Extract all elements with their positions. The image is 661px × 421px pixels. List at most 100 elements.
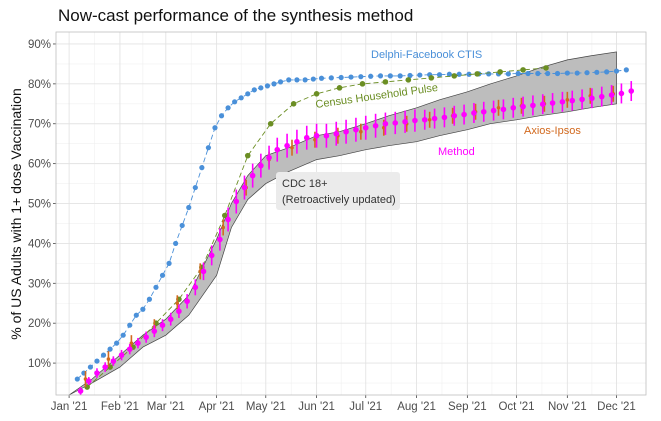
axios-point [221,225,225,230]
delphi-point [397,73,403,79]
y-tick-label: 70% [28,119,51,131]
method-point [569,97,576,104]
delphi-point [133,312,139,318]
cdc-series-label: CDC 18+ [282,178,328,190]
method-point [284,142,290,149]
delphi-point [417,72,423,78]
x-tick-label: Dec '21 [597,401,636,413]
delphi-point [186,204,192,211]
delphi-point [318,75,325,81]
delphi-point [486,71,492,77]
axios-series-label: Axios-Ipsos [524,125,581,137]
delphi-point [584,70,590,76]
method-point [159,322,166,328]
method-point [249,172,256,179]
y-tick-label: 40% [28,238,51,250]
census-point [244,152,251,159]
delphi-point [613,68,620,74]
method-point [539,101,546,108]
census-point [290,101,297,107]
x-tick-label: Apr '21 [199,401,235,413]
plot-border [55,31,647,396]
x-tick-label: Aug '21 [397,401,436,413]
delphi-point [238,95,244,101]
y-tick-label: 50% [28,199,51,211]
method-point [549,100,556,106]
census-line [86,67,547,388]
method-point [362,124,369,131]
method-point [274,146,281,153]
delphi-point [107,346,113,352]
delphi-point [328,75,334,81]
method-point [208,252,215,259]
method-point [176,308,182,315]
delphi-point [623,67,629,73]
delphi-point [140,306,146,312]
delphi-point [199,165,205,171]
method-point [323,132,330,139]
delphi-point [407,72,413,79]
method-point [402,118,408,125]
x-tick-label: Feb '21 [101,401,139,413]
delphi-point [436,72,443,78]
y-tick-label: 60% [28,159,51,171]
census-point [451,73,458,79]
method-point [490,107,497,114]
delphi-point [446,71,452,77]
method-point [167,316,174,323]
method-point [618,90,625,97]
delphi-point [94,358,100,364]
delphi-point [218,113,225,119]
method-point [598,93,605,100]
delphi-point [574,70,580,76]
delphi-point [258,85,264,91]
method-point [333,130,340,137]
delphi-point [192,184,198,191]
method-point [258,162,264,169]
delphi-point [264,83,271,89]
delphi-point [554,70,561,77]
delphi-point [87,364,94,370]
method-point [241,184,248,191]
delphi-point [505,71,511,77]
delphi-point [245,91,251,97]
census-point [428,75,435,81]
x-tick-label: Jun '21 [298,401,335,413]
method-point [143,334,149,340]
x-tick-label: Sep '21 [448,401,487,413]
delphi-point [348,74,354,80]
delphi-point [338,74,344,81]
x-tick-label: May '21 [246,401,286,413]
y-tick-label: 90% [28,39,51,51]
chart-title: Now-cast performance of the synthesis me… [58,6,414,25]
method-point [579,96,585,103]
method-point [628,88,635,94]
delphi-point [146,296,153,302]
method-point [471,110,477,116]
x-tick-label: Jan '21 [51,401,88,413]
method-point [530,102,536,109]
delphi-point [232,99,238,105]
method-point [303,134,310,141]
census-point [543,65,549,71]
census-point [520,67,526,73]
delphi-point [515,70,521,77]
census-point [222,212,228,219]
census-point [382,79,389,85]
y-tick-label: 20% [28,318,51,330]
x-tick-label: Oct '21 [498,401,534,413]
census-point [474,71,480,77]
delphi-point [153,284,159,290]
delphi-point [302,77,308,83]
delphi-point [368,73,374,79]
method-point [225,216,231,223]
method-point [431,115,438,122]
delphi-point [166,260,172,266]
x-tick-label: Nov '21 [548,401,587,413]
axios-point [565,98,570,102]
method-point [77,388,84,394]
census-point [313,91,320,97]
method-point [500,106,507,113]
method-point [233,198,240,205]
delphi-point [564,70,570,76]
